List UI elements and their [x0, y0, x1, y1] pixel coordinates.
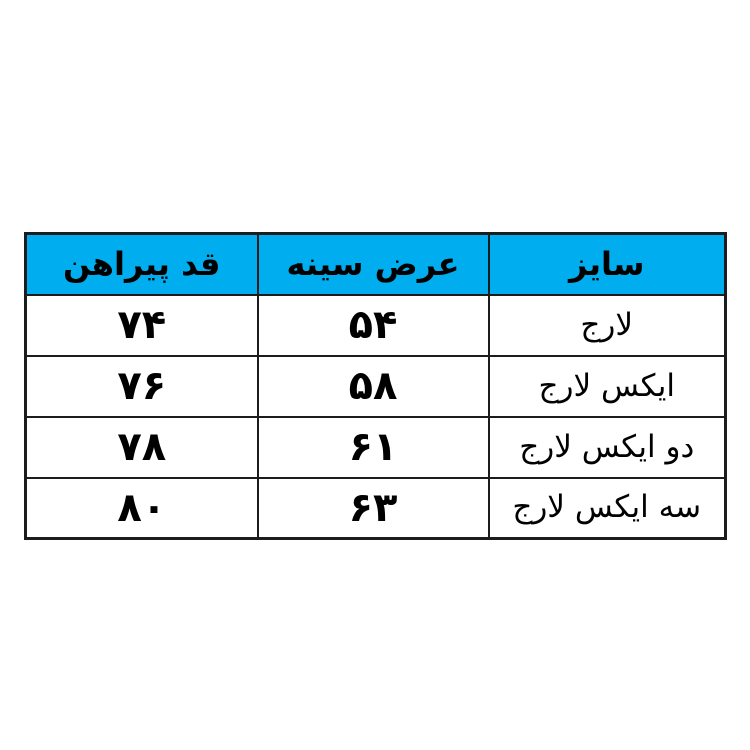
shirt-length-value: ۷۴	[24, 293, 259, 357]
table-row-3xlarge: سه ایکس لارج ۶۳ ۸۰	[24, 476, 727, 540]
header-cell-size: سایز	[487, 232, 727, 296]
table-row-2xlarge: دو ایکس لارج ۶۱ ۷۸	[24, 415, 727, 479]
shirt-length-value: ۸۰	[24, 476, 259, 540]
header-cell-chest-width: عرض سینه	[256, 232, 490, 296]
chest-width-value: ۵۸	[256, 354, 490, 418]
size-chart-table: سایز عرض سینه قد پیراهن لارج ۵۴ ۷۴ ایکس …	[24, 232, 727, 540]
shirt-length-value: ۷۸	[24, 415, 259, 479]
shirt-length-value: ۷۶	[24, 354, 259, 418]
size-label: دو ایکس لارج	[487, 415, 727, 479]
size-label: ایکس لارج	[487, 354, 727, 418]
chest-width-value: ۶۱	[256, 415, 490, 479]
table-row-xlarge: ایکس لارج ۵۸ ۷۶	[24, 354, 727, 418]
chest-width-value: ۵۴	[256, 293, 490, 357]
header-row: سایز عرض سینه قد پیراهن	[24, 232, 727, 296]
size-label: سه ایکس لارج	[487, 476, 727, 540]
header-cell-shirt-length: قد پیراهن	[24, 232, 259, 296]
chest-width-value: ۶۳	[256, 476, 490, 540]
size-label: لارج	[487, 293, 727, 357]
table-row-large: لارج ۵۴ ۷۴	[24, 293, 727, 357]
